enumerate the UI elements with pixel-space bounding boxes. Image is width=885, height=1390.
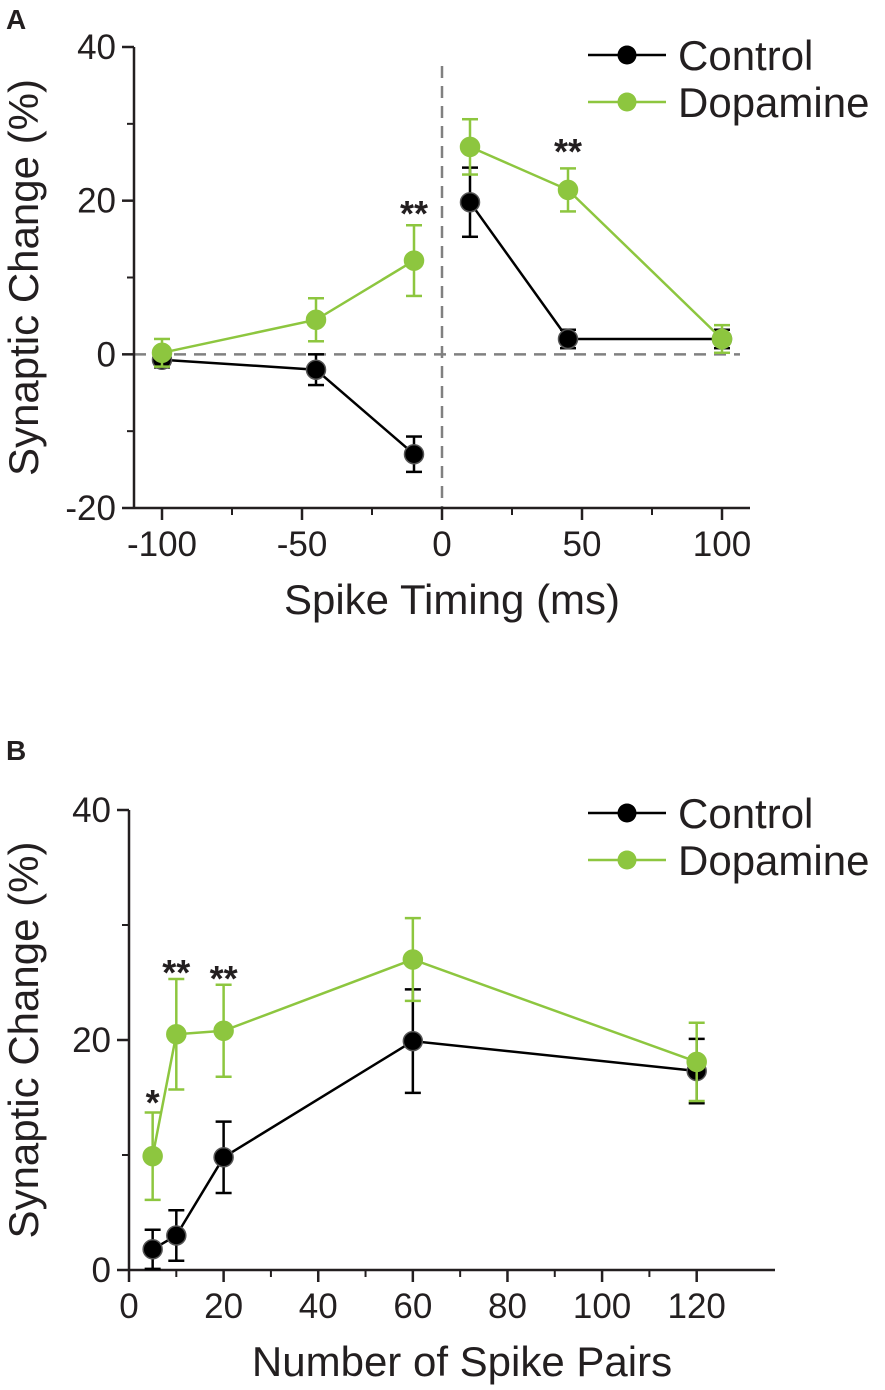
legend-label: Dopamine [678, 837, 869, 884]
y-tick-label: 40 [72, 791, 111, 830]
data-point [142, 1239, 163, 1260]
series-dopamine [151, 117, 733, 368]
y-tick-label: -20 [65, 489, 116, 528]
series-line [469, 145, 723, 340]
significance-label: ** [400, 193, 428, 234]
significance-label: ** [210, 958, 238, 999]
x-tick-label: 50 [563, 525, 602, 564]
legend-item-dopamine: Dopamine [588, 837, 869, 884]
data-point [557, 328, 579, 350]
data-point [402, 1030, 424, 1052]
legend-marker [617, 803, 637, 823]
data-point [403, 250, 425, 271]
x-axis-title: Spike Timing (ms) [284, 576, 620, 623]
legend-label: Dopamine [678, 79, 869, 126]
x-tick-label: 0 [432, 525, 451, 564]
y-tick-label: 20 [72, 1021, 111, 1060]
panel-label: A [6, 4, 26, 35]
data-point [459, 136, 481, 158]
data-point [459, 191, 481, 213]
panel-a: A -100 -50 0 50 100 -20 0 20 40 Spike Timing (ms) S… [0, 4, 869, 623]
data-point [142, 1145, 163, 1167]
data-point [402, 949, 424, 970]
series-line [161, 358, 415, 456]
data-point [711, 328, 733, 350]
x-axis-title: Number of Spike Pairs [252, 1338, 672, 1385]
legend-marker [617, 45, 637, 65]
series-dopamine [142, 916, 707, 1202]
y-axis-title: Synaptic Change (%) [0, 842, 47, 1239]
series-line [152, 1039, 697, 1251]
x-tick-label: 80 [488, 1287, 527, 1326]
panel-b: B 0 20 40 60 80 100 120 0 20 40 Number of Spike Pai… [0, 735, 869, 1385]
x-tick-label: 60 [393, 1287, 432, 1326]
x-tick-label: 40 [299, 1287, 338, 1326]
data-point [305, 309, 327, 331]
data-point [305, 359, 327, 380]
x-tick-label: 100 [693, 525, 751, 564]
y-tick-label: 20 [77, 182, 116, 221]
data-point [166, 1225, 187, 1246]
data-point [557, 179, 579, 201]
data-point [403, 443, 425, 465]
y-axis-title: Synaptic Change (%) [0, 79, 47, 476]
x-tick-label: 100 [573, 1287, 631, 1326]
x-tick-label: 20 [204, 1287, 243, 1326]
legend-label: Control [678, 790, 813, 837]
legend-label: Control [678, 32, 813, 79]
y-tick-label: 0 [92, 1251, 111, 1290]
x-tick-label: -50 [277, 525, 328, 564]
legend-marker [617, 92, 637, 112]
data-point [166, 1024, 187, 1045]
data-point [213, 1147, 234, 1168]
legend-item-dopamine: Dopamine [588, 79, 869, 126]
legend-item-control: Control [588, 32, 813, 79]
data-point [151, 342, 173, 364]
panel-label: B [6, 735, 26, 766]
series-line [468, 201, 722, 341]
x-tick-label: 0 [119, 1287, 138, 1326]
significance-label: * [146, 1082, 160, 1123]
x-tick-label: -100 [127, 525, 197, 564]
significance-label: ** [162, 952, 190, 993]
series-line [161, 259, 415, 355]
legend-item-control: Control [588, 790, 813, 837]
x-tick-label: 120 [667, 1287, 725, 1326]
data-point [213, 1020, 234, 1042]
legend-marker [617, 850, 637, 870]
data-point [686, 1051, 707, 1073]
significance-label: ** [554, 131, 582, 172]
y-tick-label: 0 [97, 335, 116, 374]
y-tick-label: 40 [77, 28, 116, 67]
